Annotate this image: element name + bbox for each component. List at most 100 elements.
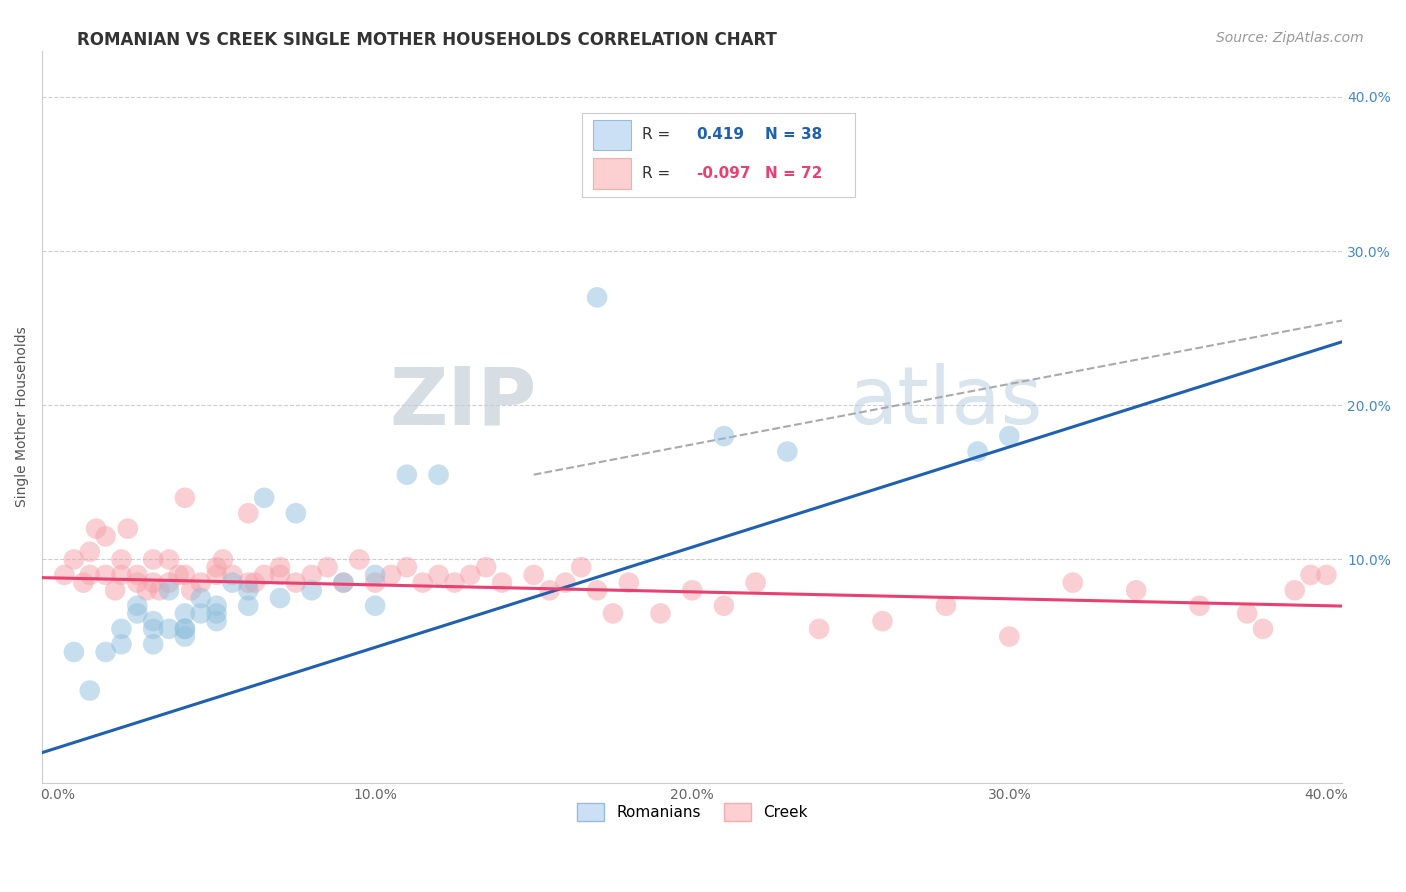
Point [808,622,831,636]
Point [190,575,212,590]
Point [538,583,561,598]
Point [173,491,195,505]
Point [364,568,387,582]
Point [586,290,609,304]
Point [205,568,228,582]
Point [1315,568,1337,582]
Point [238,599,260,613]
Point [173,630,195,644]
Point [127,599,149,613]
Point [142,637,165,651]
Point [776,444,799,458]
Point [142,622,165,636]
Text: atlas: atlas [848,363,1043,442]
Point [190,591,212,605]
Point [157,575,180,590]
Point [316,560,339,574]
Point [427,568,450,582]
Point [301,568,323,582]
Legend: Romanians, Creek: Romanians, Creek [571,797,814,827]
Point [554,575,576,590]
Point [966,444,988,458]
Point [142,614,165,628]
Point [1062,575,1084,590]
Point [1125,583,1147,598]
Point [94,568,117,582]
Point [269,568,291,582]
Point [412,575,434,590]
Point [148,583,170,598]
Point [127,568,149,582]
Point [110,622,132,636]
Point [253,491,276,505]
Point [127,607,149,621]
Point [395,467,418,482]
Point [284,506,307,520]
Point [221,575,243,590]
Point [364,575,387,590]
Point [1284,583,1306,598]
Point [94,645,117,659]
Point [180,583,202,598]
Point [269,591,291,605]
Point [681,583,703,598]
Point [1299,568,1322,582]
Point [617,575,640,590]
Point [284,575,307,590]
Point [744,575,766,590]
Point [1188,599,1211,613]
Point [253,568,276,582]
Y-axis label: Single Mother Households: Single Mother Households [15,326,30,508]
Point [238,506,260,520]
Text: ZIP: ZIP [389,363,536,442]
Point [205,599,228,613]
Point [475,560,498,574]
Point [301,583,323,598]
Point [94,529,117,543]
Point [1251,622,1274,636]
Point [349,552,371,566]
Point [142,575,165,590]
Point [142,552,165,566]
Point [713,429,735,443]
Point [173,607,195,621]
Point [157,583,180,598]
Point [238,583,260,598]
Point [332,575,354,590]
Point [127,575,149,590]
Point [998,630,1021,644]
Point [364,599,387,613]
Point [79,545,101,559]
Point [190,607,212,621]
Point [173,622,195,636]
Point [269,560,291,574]
Point [157,622,180,636]
Point [427,467,450,482]
Point [650,607,672,621]
Point [135,583,157,598]
Point [221,568,243,582]
Point [872,614,894,628]
Point [72,575,94,590]
Point [395,560,418,574]
Point [523,568,546,582]
Point [157,552,180,566]
Point [205,560,228,574]
Point [491,575,513,590]
Point [110,552,132,566]
Point [110,568,132,582]
Point [1236,607,1258,621]
Point [713,599,735,613]
Point [117,522,139,536]
Point [104,583,127,598]
Text: ROMANIAN VS CREEK SINGLE MOTHER HOUSEHOLDS CORRELATION CHART: ROMANIAN VS CREEK SINGLE MOTHER HOUSEHOL… [77,31,778,49]
Point [935,599,957,613]
Point [173,622,195,636]
Point [332,575,354,590]
Point [212,552,235,566]
Point [63,645,86,659]
Point [569,560,592,574]
Point [79,683,101,698]
Point [586,583,609,598]
Point [998,429,1021,443]
